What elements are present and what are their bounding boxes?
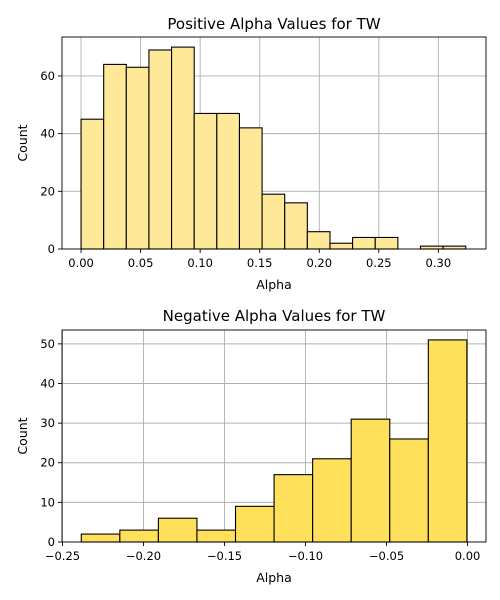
histogram-bar xyxy=(329,242,354,250)
y-tick-label: 0 xyxy=(48,242,55,256)
axes: −0.25 −0.20 −0.15 −0.10 −0.05 0.00 0 10 20 30 40 50 xyxy=(40,329,487,563)
histogram-bar xyxy=(80,533,121,543)
x-axis-label: Alpha xyxy=(256,570,292,585)
y-tick-label: 20 xyxy=(40,184,55,198)
y-tick-label: 30 xyxy=(40,416,55,430)
histogram-bar xyxy=(119,529,159,543)
y-tick-label: 40 xyxy=(40,127,55,141)
y-tick-label: 10 xyxy=(40,495,55,509)
histogram-bar xyxy=(196,529,237,543)
y-tick-label: 40 xyxy=(40,376,55,390)
plot-frame xyxy=(61,36,487,250)
x-tick-label: 0.00 xyxy=(68,256,94,270)
histogram-bar xyxy=(234,505,275,543)
x-tick-label: 0.00 xyxy=(455,549,481,563)
histogram-bar xyxy=(193,112,218,250)
y-tick-label: 50 xyxy=(40,337,55,351)
histogram-bar xyxy=(261,193,286,250)
y-tick-label: 0 xyxy=(48,535,55,549)
bars xyxy=(80,46,467,250)
histogram-bar xyxy=(350,418,391,543)
histogram-bar xyxy=(238,127,263,250)
axes: 0.00 0.05 0.10 0.15 0.20 0.25 0.30 0 20 40 60 xyxy=(40,36,487,270)
x-axis-label: Alpha xyxy=(256,277,292,292)
x-tick-label: −0.05 xyxy=(369,549,404,563)
histogram-bar xyxy=(389,438,429,543)
y-tick-label: 60 xyxy=(40,69,55,83)
x-tick-label: 0.25 xyxy=(366,256,392,270)
negative-alpha-histogram: Negative Alpha Values for TW Alpha Count… xyxy=(15,307,487,585)
x-tick-label: −0.25 xyxy=(45,549,80,563)
y-axis-label: Count xyxy=(15,124,30,161)
histogram-bar xyxy=(427,339,468,543)
chart-title: Positive Alpha Values for TW xyxy=(167,15,380,33)
histogram-bar xyxy=(80,118,105,250)
y-axis-label: Count xyxy=(15,417,30,454)
histogram-bar xyxy=(374,236,399,250)
x-tick-label: 0.10 xyxy=(187,256,213,270)
x-tick-label: 0.30 xyxy=(426,256,452,270)
x-tick-label: 0.05 xyxy=(128,256,154,270)
histogram-bar xyxy=(103,63,127,250)
x-tick-label: −0.10 xyxy=(288,549,323,563)
x-tick-label: −0.20 xyxy=(126,549,161,563)
y-tick-label: 20 xyxy=(40,456,55,470)
chart-title: Negative Alpha Values for TW xyxy=(163,307,386,325)
histogram-bar xyxy=(157,517,198,543)
positive-alpha-histogram: Positive Alpha Values for TW Alpha Count… xyxy=(15,15,487,292)
histogram-bar xyxy=(148,49,173,250)
x-tick-label: 0.15 xyxy=(247,256,273,270)
histogram-bar xyxy=(312,458,352,543)
plot-frame xyxy=(61,329,487,543)
x-tick-label: −0.15 xyxy=(207,549,242,563)
histogram-bar xyxy=(352,236,376,250)
histogram-bar xyxy=(125,66,150,250)
histogram-bar xyxy=(171,46,195,250)
bars xyxy=(80,339,468,543)
histogram-bar xyxy=(306,231,331,250)
histogram-bar xyxy=(216,112,241,250)
histogram-bar xyxy=(284,202,308,250)
x-tick-label: 0.20 xyxy=(306,256,332,270)
histogram-bar xyxy=(273,474,314,543)
